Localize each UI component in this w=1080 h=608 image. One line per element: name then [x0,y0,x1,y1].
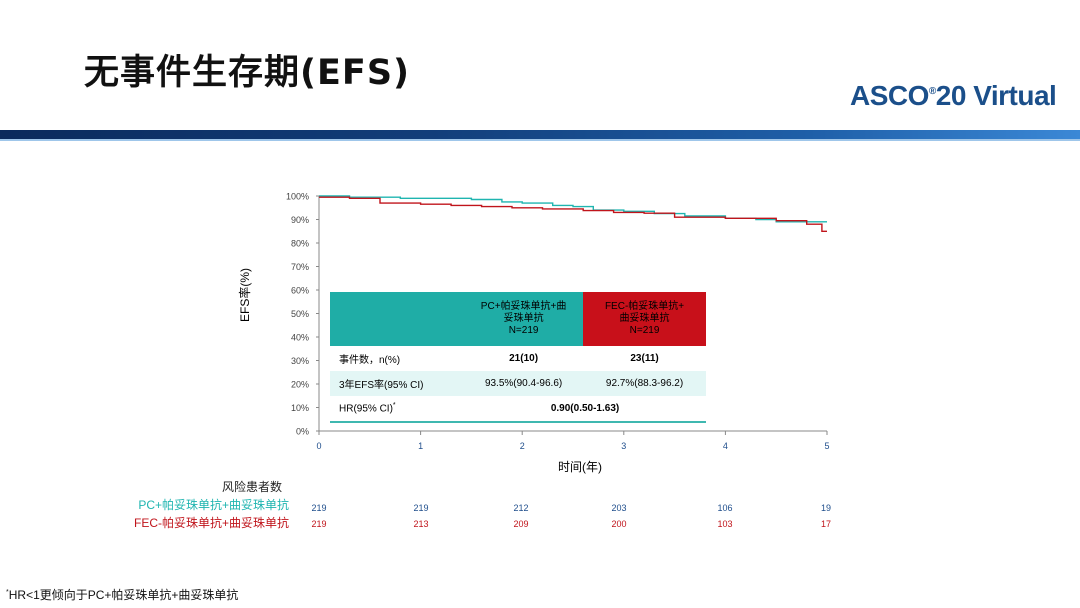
x-tick-label: 3 [621,441,626,451]
row-hr-value: 0.90(0.50-1.63) [464,396,706,423]
table-header-fec: FEC-帕妥珠单抗+ 曲妥珠单抗 N=219 [583,292,706,346]
header-pc-line2: 妥珠单抗 [503,313,544,324]
y-tick-label: 90% [291,215,309,225]
y-tick-label: 10% [291,403,309,413]
row-efs3-label: 3年EFS率(95% CI) [330,371,465,396]
risk-count-fec: 219 [311,519,327,529]
risk-count-pc: 212 [513,503,529,513]
risk-label-fec: FEC-帕妥珠单抗+曲妥珠单抗 [133,516,289,530]
footnote-text: HR<1更倾向于PC+帕妥珠单抗+曲妥珠单抗 [8,588,239,602]
y-tick-label: 50% [291,309,309,319]
header-band [0,130,1080,139]
risk-title: 风险患者数 [222,480,283,494]
risk-count-pc: 219 [311,503,327,513]
row-events-fec: 23(11) [583,346,706,371]
series-line-fec [319,196,827,232]
risk-count-fec: 103 [717,519,733,529]
risk-count-fec: 17 [820,519,832,529]
footnote-sup: * [6,589,9,596]
x-tick-label: 0 [316,441,321,451]
risk-count-fec: 200 [611,519,627,529]
footnote: *HR<1更倾向于PC+帕妥珠单抗+曲妥珠单抗 [6,586,238,603]
row-hr-label: HR(95% CI)* [330,396,465,423]
row-events-label: 事件数，n(%) [330,346,465,371]
y-tick-label: 60% [291,286,309,296]
y-axis-label: EFS率(%) [238,267,252,322]
x-tick-label: 1 [418,441,423,451]
risk-count-pc: 203 [611,503,627,513]
header-pc-line1: PC+帕妥珠单抗+曲 [480,301,567,312]
y-tick-label: 80% [291,239,309,249]
risk-count-pc: 106 [717,503,733,513]
chart-curves [319,195,827,232]
row-events-pc: 21(10) [464,346,584,371]
row-hr-label-text: HR(95% CI) [339,403,393,415]
table-row: 3年EFS率(95% CI) 93.5%(90.4-96.6) 92.7%(88… [330,371,706,396]
asco-logo: ASCO®20 Virtual [850,80,1057,112]
x-tick-label: 5 [824,441,829,451]
risk-count-fec: 213 [413,519,429,529]
table-row: HR(95% CI)* 0.90(0.50-1.63) [330,396,706,423]
risk-count-pc: 219 [413,503,429,513]
risk-label-pc: PC+帕妥珠单抗+曲妥珠单抗 [138,498,289,512]
y-tick-label: 0% [296,427,309,437]
logo-rest: 20 Virtual [935,80,1057,111]
x-tick-label: 4 [723,441,728,451]
summary-table: PC+帕妥珠单抗+曲 妥珠单抗 N=219 FEC-帕妥珠单抗+ 曲妥珠单抗 N… [330,292,706,423]
logo-main: ASCO [850,80,929,111]
risk-count-fec: 209 [513,519,529,529]
row-hr-label-sup: * [392,402,396,410]
header-pc-line3: N=219 [508,325,539,336]
table-header-row: PC+帕妥珠单抗+曲 妥珠单抗 N=219 FEC-帕妥珠单抗+ 曲妥珠单抗 N… [330,292,706,346]
row-efs3-pc: 93.5%(90.4-96.6) [464,371,584,396]
logo-registered: ® [928,86,936,97]
header-fec-line3: N=219 [629,325,660,336]
x-axis-label: 时间(年) [558,460,602,474]
y-tick-label: 20% [291,380,309,390]
row-efs3-fec: 92.7%(88.3-96.2) [583,371,706,396]
page-title: 无事件生存期(EFS) [84,53,411,93]
y-tick-label: 70% [291,262,309,272]
chart-ticks: 0% 10% 20% 30% 40% 50% 60% 70% 80% 90% 100% 0 1 2 3 4 5 [286,192,830,452]
y-tick-label: 40% [291,333,309,343]
y-tick-label: 100% [286,192,309,202]
risk-count-pc: 19 [820,503,832,513]
y-tick-label: 30% [291,356,309,366]
header-band-light [0,139,1080,141]
table-row: 事件数，n(%) 21(10) 23(11) [330,346,706,371]
header-fec-line1: FEC-帕妥珠单抗+ [604,301,685,312]
table-header-pc: PC+帕妥珠单抗+曲 妥珠单抗 N=219 [464,292,584,346]
header-fec-line2: 曲妥珠单抗 [619,313,670,324]
table-header-blank [330,292,465,346]
x-tick-label: 2 [520,441,525,451]
